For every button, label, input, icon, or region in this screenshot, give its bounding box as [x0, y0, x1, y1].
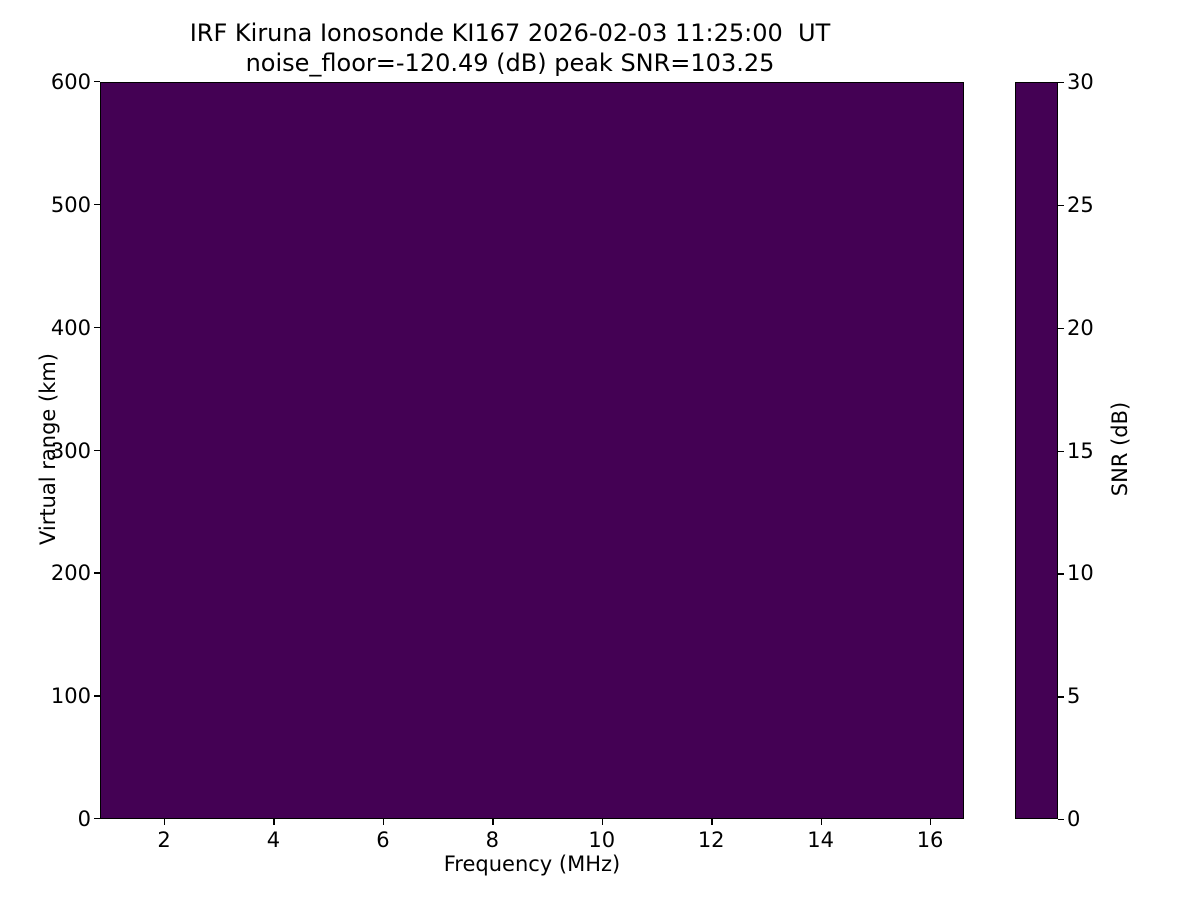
x-axis-tick-label: 4 — [266, 828, 281, 852]
y-axis: 0 100 200 300 400 500 600 — [0, 70, 100, 831]
ionogram-plot-area — [100, 82, 964, 819]
colorbar-tick-mark — [1058, 819, 1064, 821]
x-axis-tick-mark — [601, 819, 604, 825]
y-axis-tick-label: 200 — [50, 561, 91, 586]
y-axis-tick-label: 100 — [50, 684, 91, 709]
y-axis-tick-label: 300 — [50, 438, 91, 463]
y-axis-tick-label: 0 — [77, 807, 91, 831]
y-axis-label: Virtual range (km) — [36, 352, 60, 545]
colorbar-axis: 0 5 10 15 20 25 30 — [1058, 70, 1148, 831]
x-axis-tick-label: 6 — [376, 828, 390, 852]
x-axis-tick-label: 10 — [588, 828, 616, 852]
x-axis-label: Frequency (MHz) — [443, 852, 621, 876]
colorbar-tick-label: 30 — [1067, 70, 1094, 94]
y-axis-tick-mark — [94, 203, 100, 206]
x-axis-tick-mark — [164, 819, 166, 825]
x-axis-tick-mark — [820, 819, 823, 825]
figure-title: IRF Kiruna Ionosonde KI167 2026-02-03 11… — [0, 18, 1020, 78]
colorbar-tick-label: 10 — [1067, 561, 1094, 586]
colorbar — [1015, 82, 1058, 819]
colorbar-label-wrap: SNR (dB) — [1105, 82, 1135, 819]
x-axis-tick-mark — [273, 819, 275, 825]
colorbar-tick-mark — [1058, 450, 1064, 452]
colorbar-tick-label: 15 — [1067, 438, 1094, 463]
y-axis-tick-mark — [94, 449, 100, 451]
colorbar-tick-mark — [1058, 204, 1064, 207]
y-axis-tick-mark — [94, 695, 100, 697]
x-axis-tick-label: 14 — [807, 828, 834, 852]
colorbar-tick-mark — [1058, 696, 1064, 698]
colorbar-tick-mark — [1058, 573, 1064, 575]
colorbar-gradient — [1016, 83, 1057, 818]
y-axis-tick-label: 600 — [50, 70, 91, 94]
colorbar-tick-label: 25 — [1067, 192, 1094, 217]
x-axis-tick-label: 16 — [916, 828, 944, 852]
x-axis-tick-mark — [492, 819, 494, 825]
colorbar-tick-mark — [1058, 327, 1064, 330]
y-axis-tick-label: 500 — [50, 192, 91, 217]
x-axis-tick-mark — [930, 819, 932, 825]
y-axis-tick-mark — [94, 572, 100, 574]
colorbar-tick-label: 20 — [1067, 315, 1094, 340]
y-axis-tick-label: 400 — [50, 315, 91, 340]
x-axis-tick-label: 2 — [157, 828, 171, 852]
colorbar-tick-mark — [1058, 82, 1064, 84]
x-axis-tick-label: 8 — [485, 828, 500, 852]
colorbar-label: SNR (dB) — [1108, 401, 1132, 496]
title-line-secondary: noise_floor=-120.49 (dB) peak SNR=103.25 — [245, 49, 775, 77]
y-axis-label-wrap: Virtual range (km) — [16, 82, 60, 819]
y-axis-tick-mark — [94, 818, 100, 820]
ionogram-heatmap — [101, 83, 963, 818]
x-axis-tick-mark — [711, 819, 713, 825]
x-axis: 2 4 6 8 10 12 14 16 — [100, 819, 964, 879]
y-axis-tick-mark — [94, 326, 100, 329]
colorbar-tick-label: 0 — [1067, 807, 1081, 831]
y-axis-tick-mark — [94, 81, 100, 83]
x-axis-tick-label: 12 — [697, 828, 725, 852]
x-axis-tick-mark — [382, 819, 385, 825]
colorbar-tick-label: 5 — [1067, 684, 1081, 709]
title-line-primary: IRF Kiruna Ionosonde KI167 2026-02-03 11… — [189, 19, 831, 47]
